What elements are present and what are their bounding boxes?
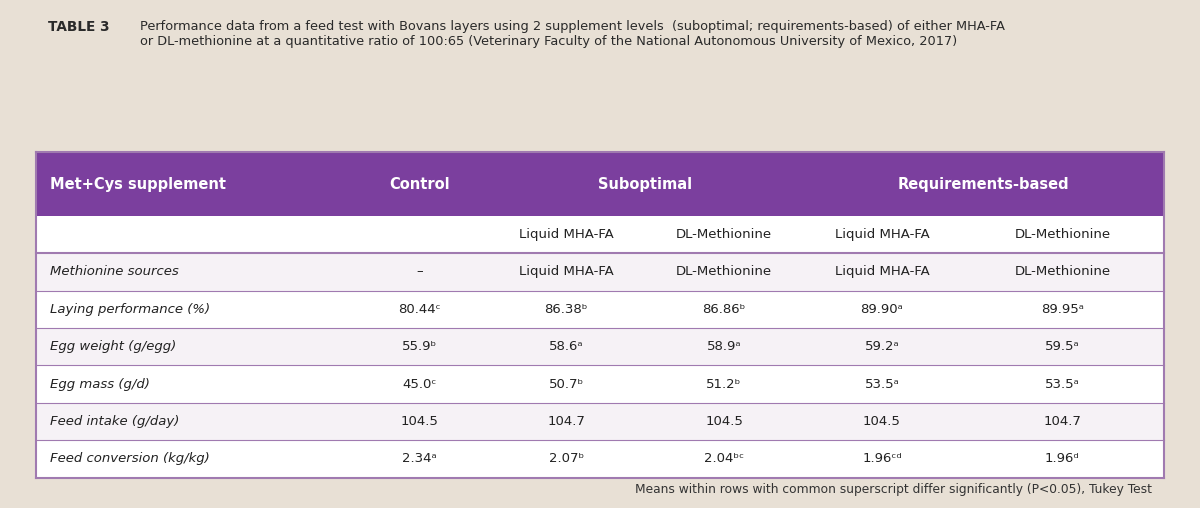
Text: DL-Methionine: DL-Methionine <box>1014 266 1110 278</box>
Text: Feed intake (g/day): Feed intake (g/day) <box>50 415 180 428</box>
Text: 104.5: 104.5 <box>401 415 438 428</box>
Text: 45.0ᶜ: 45.0ᶜ <box>402 377 437 391</box>
Text: 55.9ᵇ: 55.9ᵇ <box>402 340 437 353</box>
Text: Laying performance (%): Laying performance (%) <box>50 303 210 316</box>
Text: 1.96ᶜᵈ: 1.96ᶜᵈ <box>862 452 902 465</box>
Text: 104.7: 104.7 <box>1044 415 1081 428</box>
Text: 86.38ᵇ: 86.38ᵇ <box>545 303 588 316</box>
Text: Methionine sources: Methionine sources <box>50 266 179 278</box>
Text: DL-Methionine: DL-Methionine <box>676 228 772 241</box>
Text: 104.5: 104.5 <box>706 415 743 428</box>
Text: 50.7ᵇ: 50.7ᵇ <box>548 377 583 391</box>
Text: Egg weight (g/egg): Egg weight (g/egg) <box>50 340 176 353</box>
Text: 53.5ᵃ: 53.5ᵃ <box>864 377 900 391</box>
FancyBboxPatch shape <box>36 365 1164 403</box>
Text: Means within rows with common superscript differ significantly (P<0.05), Tukey T: Means within rows with common superscrip… <box>635 483 1152 496</box>
Text: Suboptimal: Suboptimal <box>598 177 692 192</box>
Text: 1.96ᵈ: 1.96ᵈ <box>1045 452 1080 465</box>
Text: 58.9ᵃ: 58.9ᵃ <box>707 340 742 353</box>
Text: Liquid MHA-FA: Liquid MHA-FA <box>835 266 929 278</box>
Text: Feed conversion (kg/kg): Feed conversion (kg/kg) <box>50 452 210 465</box>
Text: 80.44ᶜ: 80.44ᶜ <box>398 303 440 316</box>
Text: Egg mass (g/d): Egg mass (g/d) <box>50 377 150 391</box>
Text: Liquid MHA-FA: Liquid MHA-FA <box>518 228 613 241</box>
Text: Met+Cys supplement: Met+Cys supplement <box>50 177 227 192</box>
FancyBboxPatch shape <box>36 253 1164 291</box>
Text: 2.04ᵇᶜ: 2.04ᵇᶜ <box>704 452 744 465</box>
Text: 2.07ᵇ: 2.07ᵇ <box>548 452 583 465</box>
FancyBboxPatch shape <box>36 440 1164 478</box>
Text: Liquid MHA-FA: Liquid MHA-FA <box>518 266 613 278</box>
Text: 53.5ᵃ: 53.5ᵃ <box>1045 377 1080 391</box>
Text: 104.5: 104.5 <box>863 415 901 428</box>
Text: 59.2ᵃ: 59.2ᵃ <box>865 340 899 353</box>
Text: Requirements-based: Requirements-based <box>898 177 1069 192</box>
Text: 59.5ᵃ: 59.5ᵃ <box>1045 340 1080 353</box>
Text: Control: Control <box>389 177 450 192</box>
Text: 51.2ᵇ: 51.2ᵇ <box>707 377 742 391</box>
Text: 89.95ᵃ: 89.95ᵃ <box>1040 303 1084 316</box>
Text: 86.86ᵇ: 86.86ᵇ <box>702 303 745 316</box>
Text: Liquid MHA-FA: Liquid MHA-FA <box>835 228 929 241</box>
Text: DL-Methionine: DL-Methionine <box>1014 228 1110 241</box>
FancyBboxPatch shape <box>36 403 1164 440</box>
Text: DL-Methionine: DL-Methionine <box>676 266 772 278</box>
FancyBboxPatch shape <box>36 152 1164 478</box>
FancyBboxPatch shape <box>36 291 1164 328</box>
FancyBboxPatch shape <box>36 328 1164 365</box>
Text: Performance data from a feed test with Bovans layers using 2 supplement levels  : Performance data from a feed test with B… <box>140 20 1006 48</box>
Text: 104.7: 104.7 <box>547 415 586 428</box>
Text: –: – <box>416 266 422 278</box>
Text: 58.6ᵃ: 58.6ᵃ <box>548 340 583 353</box>
FancyBboxPatch shape <box>36 152 1164 216</box>
Text: 2.34ᵃ: 2.34ᵃ <box>402 452 437 465</box>
Text: 89.90ᵃ: 89.90ᵃ <box>860 303 904 316</box>
Text: TABLE 3: TABLE 3 <box>48 20 109 35</box>
